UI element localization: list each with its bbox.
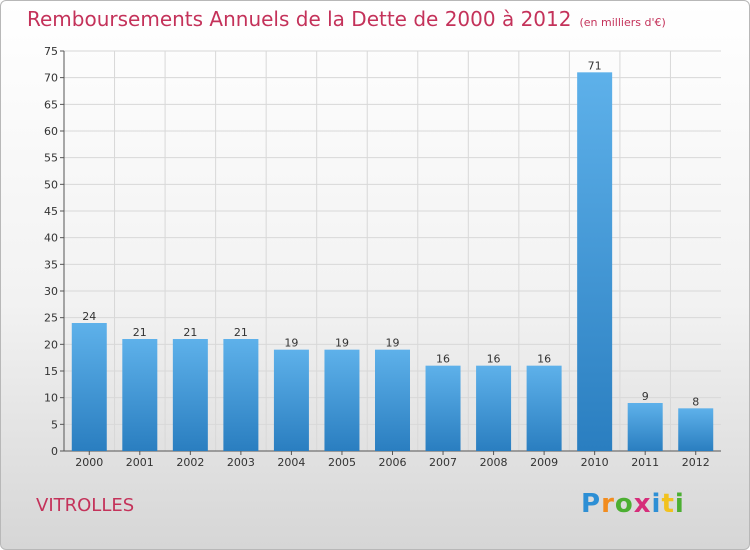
logo-letter: P bbox=[581, 489, 602, 519]
y-tick-label: 15 bbox=[44, 365, 58, 378]
data-label: 19 bbox=[335, 337, 349, 350]
data-label: 16 bbox=[487, 353, 501, 366]
x-tick-label: 2000 bbox=[75, 456, 103, 469]
y-tick-label: 25 bbox=[44, 312, 58, 325]
logo-letter: r bbox=[601, 489, 615, 519]
labels: 0 5 10 15 20 25 30 35 40 45 50 55 60 65 70 75 2000 24 2001… bbox=[44, 45, 710, 469]
y-tick-label: 50 bbox=[44, 178, 58, 191]
proxiti-logo: Proxiti bbox=[581, 489, 685, 519]
y-tick-label: 70 bbox=[44, 72, 58, 85]
chart-title: Remboursements Annuels de la Dette de 20… bbox=[27, 7, 572, 31]
x-tick-label: 2007 bbox=[429, 456, 457, 469]
bar bbox=[375, 349, 410, 451]
x-tick-label: 2002 bbox=[176, 456, 204, 469]
x-tick-label: 2010 bbox=[581, 456, 609, 469]
y-tick-label: 45 bbox=[44, 205, 58, 218]
logo-letter: x bbox=[633, 489, 652, 519]
y-tick-label: 75 bbox=[44, 45, 58, 58]
data-label: 16 bbox=[436, 353, 450, 366]
chart-subtitle: (en milliers d'€) bbox=[579, 16, 666, 29]
x-tick-label: 2008 bbox=[480, 456, 508, 469]
x-tick-label: 2012 bbox=[682, 456, 710, 469]
bar bbox=[223, 339, 259, 451]
data-label: 8 bbox=[692, 395, 699, 408]
bars bbox=[71, 72, 714, 451]
y-tick-label: 10 bbox=[44, 392, 58, 405]
data-label: 9 bbox=[642, 390, 649, 403]
bar bbox=[324, 349, 360, 451]
y-tick-label: 65 bbox=[44, 98, 58, 111]
bar bbox=[71, 323, 107, 451]
y-tick-label: 40 bbox=[44, 232, 58, 245]
x-tick-label: 2005 bbox=[328, 456, 356, 469]
bar bbox=[678, 408, 714, 451]
data-label: 21 bbox=[234, 326, 248, 339]
bar bbox=[577, 72, 613, 451]
logo-letter: t bbox=[661, 489, 675, 519]
logo-letter: i bbox=[651, 489, 662, 519]
bar bbox=[627, 403, 663, 451]
bar bbox=[172, 339, 208, 451]
data-label: 19 bbox=[386, 337, 400, 350]
logo-letter: i bbox=[674, 489, 685, 519]
x-tick-label: 2003 bbox=[227, 456, 255, 469]
x-tick-label: 2011 bbox=[631, 456, 659, 469]
chart-title-block: Remboursements Annuels de la Dette de 20… bbox=[27, 7, 666, 31]
y-tick-label: 5 bbox=[51, 418, 58, 431]
y-tick-label: 55 bbox=[44, 152, 58, 165]
data-label: 19 bbox=[284, 337, 298, 350]
y-tick-label: 35 bbox=[44, 258, 58, 271]
y-tick-label: 30 bbox=[44, 285, 58, 298]
bar bbox=[122, 339, 158, 451]
bar bbox=[273, 349, 309, 451]
data-label: 71 bbox=[588, 59, 602, 72]
x-tick-label: 2001 bbox=[126, 456, 154, 469]
bar bbox=[425, 365, 461, 451]
y-tick-label: 20 bbox=[44, 338, 58, 351]
y-tick-label: 60 bbox=[44, 125, 58, 138]
bar bbox=[526, 365, 562, 451]
city-name: VITROLLES bbox=[36, 495, 135, 516]
data-label: 21 bbox=[183, 326, 197, 339]
data-label: 16 bbox=[537, 353, 551, 366]
bar bbox=[476, 365, 512, 451]
x-tick-label: 2006 bbox=[379, 456, 407, 469]
logo-letter: o bbox=[614, 489, 634, 519]
data-label: 21 bbox=[133, 326, 147, 339]
data-label: 24 bbox=[82, 310, 96, 323]
x-tick-label: 2009 bbox=[530, 456, 558, 469]
x-tick-label: 2004 bbox=[277, 456, 305, 469]
y-tick-label: 0 bbox=[51, 445, 58, 458]
